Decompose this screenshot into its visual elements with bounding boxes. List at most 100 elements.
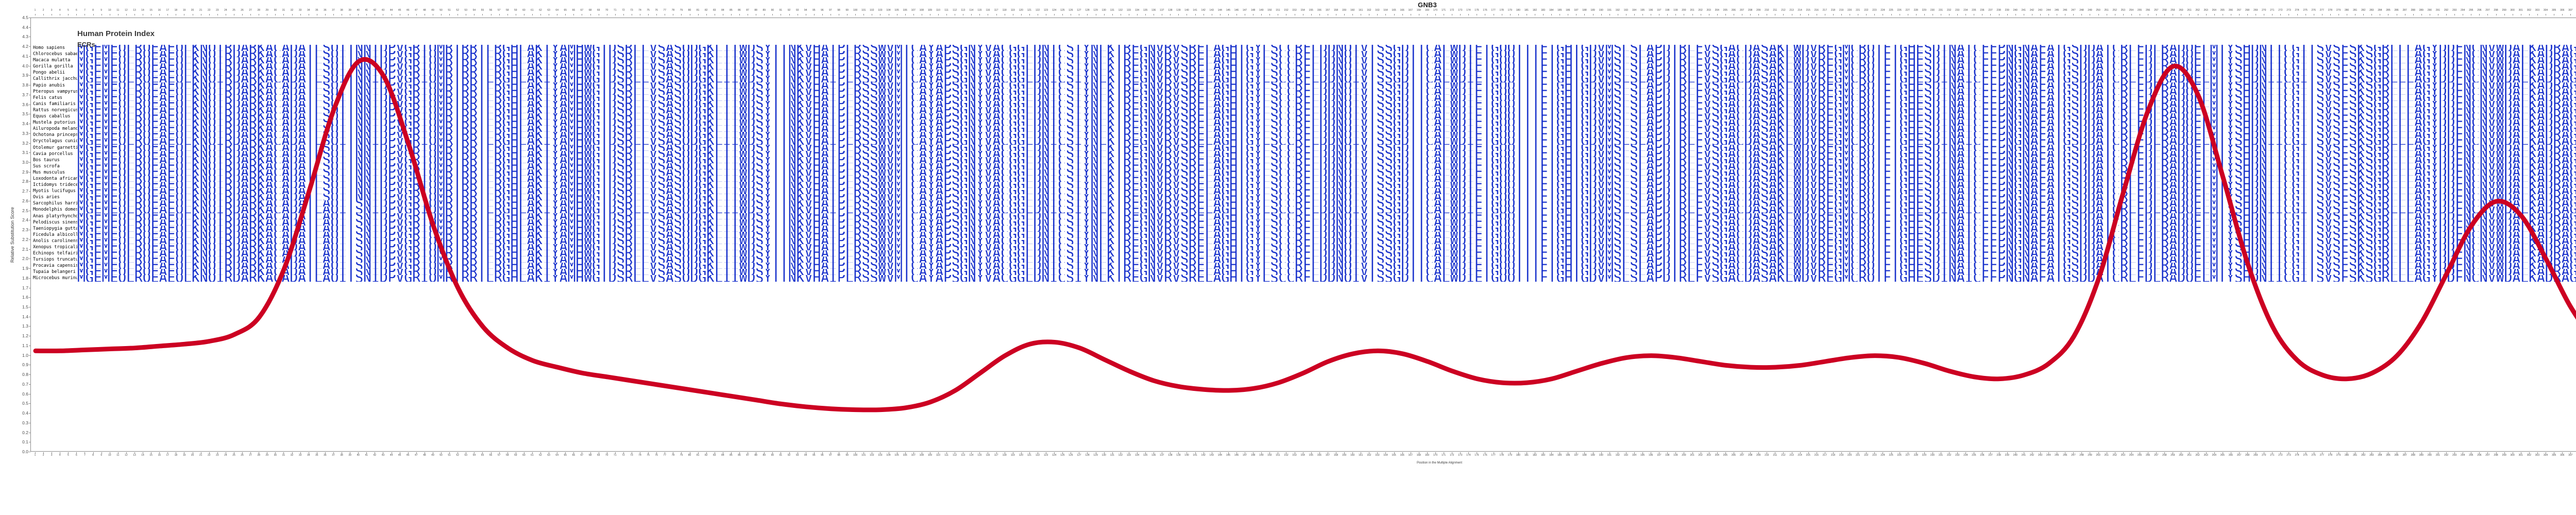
x-axis-tick-label: 210 [1765, 454, 1769, 457]
alignment-row[interactable]: Ficedula albicollisMGEMEQLRQEAEQLKNQIRDA… [33, 232, 2576, 238]
x-axis-tick-label: 35 [315, 454, 318, 457]
x-axis-tick-label: 29 [265, 9, 269, 12]
alignment-row[interactable]: Microcebus murinusMGEMEQLRQEAEQLKNQIRDAR… [33, 275, 2576, 281]
x-axis-tick-label: 290 [2427, 454, 2432, 457]
x-axis-tick-label: 58 [505, 454, 509, 457]
x-axis-tick-mark [1468, 452, 1469, 454]
alignment-row[interactable]: Anolis carolinensisMGEMEQLRQEAEQLKNQIRDA… [33, 238, 2576, 244]
y-axis-tick-label: 0.7 [22, 381, 28, 387]
x-axis-tick-label: 195 [1640, 9, 1645, 12]
y-axis-tick-mark [29, 181, 30, 182]
alignment-row[interactable]: Pongo abelii MGEMEQLRQEAEQLKNQIRDARKACADA… [33, 70, 2576, 76]
x-axis-tick-label: 263 [2204, 9, 2208, 12]
alignment-row[interactable]: Macaca mulatta MGEMEQLRQEAEQLKNQIRDARKACA… [33, 57, 2576, 63]
alignment-row[interactable]: Ictidomys tridecemlineatusMGEMEQLRQEAEQL… [33, 182, 2576, 188]
alignment-row[interactable]: Ailuropoda melanoleucaMGEMEQLRQEAEQLKNQI… [33, 126, 2576, 132]
alignment-row[interactable]: Mus musculus MGEMEQLRQEAEQLKNQIRDARKACADA… [33, 169, 2576, 176]
alignment-row[interactable]: Equus caballus MGEMEQLRQEAEQLKNQIRDARKACA… [33, 113, 2576, 119]
alignment-row[interactable]: Bos taurus MGEMEQLRQEAEQLKNQIRDARKACADATL… [33, 157, 2576, 163]
x-axis-tick-label: 274 [2295, 454, 2299, 457]
x-axis-tick-label: 117 [994, 9, 998, 12]
alignment-row[interactable]: Loxodonta africanaMGEMEQLRQEAEQLKNQIRDAR… [33, 176, 2576, 182]
x-axis-tick-label: 243 [2038, 454, 2043, 457]
x-axis-tick-label: 171 [1441, 454, 1446, 457]
alignment-row[interactable]: Gorilla gorilla MGEMEQLRQEAEQLKNQIRDARKAC… [33, 63, 2576, 70]
alignment-row[interactable]: Sarcophilus harrisiiMGEMEQLRQEAEQLKNQIRD… [33, 200, 2576, 207]
alignment-row[interactable]: Oryctolagus cuniculusMGEMEQLRQEAEQLKNQIR… [33, 138, 2576, 144]
alignment-row[interactable]: Pelodiscus sinensisMGEMEQLRQEAEQLKNQIRDA… [33, 219, 2576, 226]
alignment-row[interactable]: Taeniopygia guttataMGEMEQLRQEAEQLKNQIRDA… [33, 226, 2576, 232]
x-axis-tick-label: 41 [365, 454, 368, 457]
alignment-row[interactable]: Homo sapiens MGEMEQLRQEAEQLKNQIRDARKACADA… [33, 45, 2576, 51]
x-axis-tick-mark [2487, 452, 2488, 454]
x-axis-tick-label: 239 [2005, 454, 2009, 457]
x-axis-tick-label: 167 [1408, 454, 1413, 457]
x-axis-tick-mark [358, 14, 359, 15]
x-axis-tick-mark [656, 452, 657, 454]
x-axis-tick-label: 307 [2568, 454, 2573, 457]
x-axis-tick-label: 176 [1483, 454, 1487, 457]
alignment-row[interactable]: Cavia porcellus MGEMEQLRQEAEQLKNQIRDARKAC… [33, 151, 2576, 157]
x-axis-tick-label: 214 [1798, 9, 1802, 12]
alignment-row[interactable]: Canis familiarisMGEMEQLRQEAEQLKNQIRDARKA… [33, 101, 2576, 107]
alignment-row[interactable]: Ovis aries MGEMEQLRQEAEQLKNQIRDARKACADATL… [33, 194, 2576, 200]
alignment-row[interactable]: Pteropus vampyrusMGEMEQLRQEAEQLKNQIRDARK… [33, 89, 2576, 95]
y-axis-label: Relative Substitution Score [10, 207, 15, 263]
alignment-row[interactable]: Mustela putorius furoMGEMEQLRQEAEQLKNQIR… [33, 119, 2576, 126]
alignment-row[interactable]: Xenopus tropicalisMGEMEQLRQEAEQLKNQIRDAR… [33, 244, 2576, 250]
x-axis-tick-mark [1717, 14, 1718, 15]
alignment-row[interactable]: Myotis lucifugusMGEMEQLRQEAEQLKNQIRDARKA… [33, 188, 2576, 194]
x-axis-tick-label: 110 [936, 9, 940, 12]
x-axis-tick-mark [1137, 14, 1138, 15]
alignment-row[interactable]: Echinops telfairiMGEMEQLRQEAEQLKNQIRDARK… [33, 250, 2576, 256]
alignment-row[interactable]: Otolemur garnettiiMGEMEQLRQEAEQLKNQIRDAR… [33, 145, 2576, 151]
x-axis-tick-label: 17 [166, 454, 170, 457]
alignment-row[interactable]: Tursiops truncatusMGEMEQLRQEAEQLKNQIRDAR… [33, 256, 2576, 263]
alignment-row[interactable]: Ochotona princepsMGEMEQLRQEAEQLKNQIRDARK… [33, 132, 2576, 138]
x-axis-tick-mark [1717, 452, 1718, 454]
alignment-row[interactable]: Anas platyrhynchosMGEMEQLRQEAEQLKNQIRDAR… [33, 213, 2576, 219]
alignment-row[interactable]: Papio anubis MGEMEQLRQEAEQLKNQIRDARKACADA… [33, 82, 2576, 89]
x-axis-tick-mark [822, 452, 823, 454]
x-axis-tick-label: 107 [911, 454, 916, 457]
x-axis-tick-mark [2280, 14, 2281, 15]
x-axis-tick-mark [1692, 14, 1693, 15]
sequence-text: MGEMEQLRQEAEQLKNQIRDARKACADATLSQITNNIDPV… [77, 176, 2576, 182]
x-axis-tick-label: 170 [1433, 454, 1438, 457]
species-name: Rattus norvegicus [33, 107, 77, 113]
x-axis-tick-mark [2529, 14, 2530, 15]
x-axis-tick-label: 138 [1168, 9, 1173, 12]
x-axis-tick-label: 287 [2402, 9, 2407, 12]
x-axis-tick-label: 99 [845, 9, 849, 12]
x-axis-tick-label: 212 [1781, 9, 1786, 12]
alignment-row[interactable]: Chlorocebus sabaeusMGEMEQLRQEAEQLKNQIRDA… [33, 51, 2576, 57]
x-axis-tick-mark [2479, 452, 2480, 454]
species-name: Pelodiscus sinensis [33, 219, 77, 225]
alignment-row[interactable]: Tupaia belangeriMGEMEQLRQEAEQLKNQIRDARKA… [33, 269, 2576, 275]
alignment-row[interactable]: Procavia capensisMGEMEQLRQEAEQLKNQIRDARK… [33, 263, 2576, 269]
x-axis-tick-label: 278 [2328, 454, 2333, 457]
alignment-row[interactable]: Sus scrofa MGEMEQLRQEAEQLKNQIRDARKACADATL… [33, 163, 2576, 169]
x-axis-tick-label: 293 [2452, 454, 2457, 457]
alignment-row[interactable]: Monodelphis domesticaMGEMEQLRQEAEQLKNQIR… [33, 207, 2576, 213]
species-name: Otolemur garnettii [33, 145, 77, 150]
x-axis-tick-label: 19 [182, 9, 186, 12]
x-axis-tick-label: 96 [821, 9, 824, 12]
alignment-row[interactable]: Felis catus MGEMEQLRQEAEQLKNQIRDARKACADAT… [33, 95, 2576, 101]
x-axis-tick-mark [1592, 452, 1594, 454]
x-axis-tick-label: 110 [936, 454, 940, 457]
x-axis-tick-label: 152 [1284, 454, 1289, 457]
x-axis-tick-label: 292 [2444, 9, 2449, 12]
alignment-row[interactable]: Callithrix jacchusMGEMEQLRQEAEQLKNQIRDAR… [33, 76, 2576, 82]
x-axis-tick-label: 218 [1831, 454, 1836, 457]
alignment-row[interactable]: Rattus norvegicusMGEMEQLRQEAEQLKNQIRDARK… [33, 107, 2576, 113]
x-axis-tick-label: 224 [1880, 454, 1885, 457]
y-axis-tick-label: 3.5 [22, 111, 28, 117]
x-axis-tick-mark [590, 452, 591, 454]
x-axis-tick-label: 66 [572, 454, 575, 457]
species-name: Monodelphis domestica [33, 207, 77, 213]
species-name: Sus scrofa [33, 163, 60, 169]
x-axis-tick-mark [1675, 452, 1676, 454]
x-axis-tick-mark [1029, 452, 1030, 454]
y-axis-tick-label: 4.4 [22, 24, 28, 30]
